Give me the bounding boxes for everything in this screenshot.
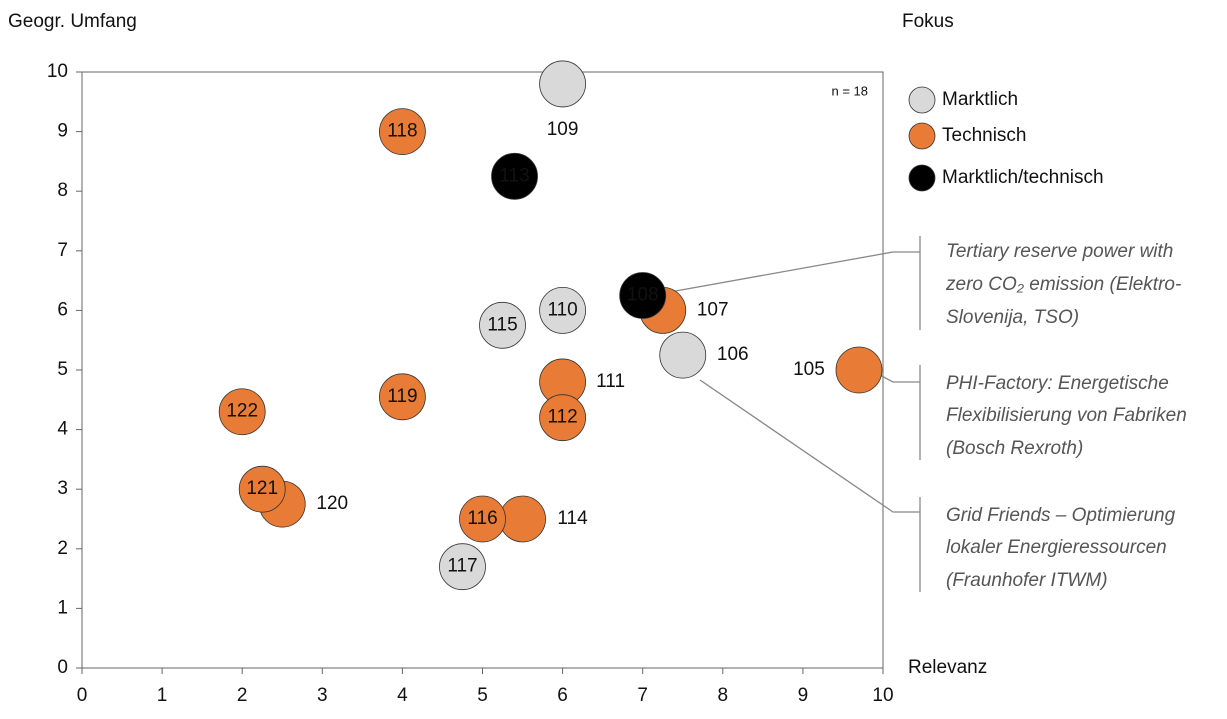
bubble-label: 121 bbox=[246, 478, 278, 499]
bubble-label: 113 bbox=[499, 165, 529, 186]
x-tick-label: 10 bbox=[872, 685, 893, 706]
bubble-label: 118 bbox=[387, 121, 417, 142]
bubble bbox=[539, 394, 586, 442]
annotation: Tertiary reserve power with bbox=[946, 241, 1173, 262]
legend-label: Marktlich/technisch bbox=[942, 167, 1104, 188]
bubble bbox=[659, 331, 707, 379]
annotation: lokaler Energieressourcen bbox=[946, 537, 1167, 558]
y-tick-label: 2 bbox=[57, 538, 68, 559]
x-tick-label: 6 bbox=[557, 685, 568, 706]
legend-marker bbox=[908, 86, 936, 114]
annotation: PHI-Factory: Energetische bbox=[946, 373, 1169, 394]
y-tick-label: 10 bbox=[47, 61, 68, 82]
bubble bbox=[539, 286, 586, 334]
bubble-label: 111 bbox=[596, 371, 625, 392]
y-tick-label: 1 bbox=[57, 597, 68, 618]
x-tick-label: 5 bbox=[477, 685, 488, 706]
bubble bbox=[499, 495, 546, 543]
x-tick-label: 9 bbox=[798, 685, 809, 706]
x-tick-label: 8 bbox=[718, 685, 729, 706]
leader-line bbox=[877, 373, 920, 383]
bubble-label: 106 bbox=[717, 344, 749, 365]
legend-label: Technisch bbox=[942, 125, 1027, 146]
x-axis-label: Relevanz bbox=[908, 657, 987, 678]
bubble bbox=[238, 465, 286, 513]
bubble bbox=[539, 60, 586, 108]
bubble-label: 119 bbox=[387, 386, 417, 407]
legend-title: Fokus bbox=[902, 11, 954, 32]
legend-label: Marktlich bbox=[942, 89, 1018, 110]
annotation: (Fraunhofer ITWM) bbox=[946, 570, 1108, 591]
x-tick-label: 1 bbox=[157, 685, 168, 706]
bubble-label: 122 bbox=[226, 401, 258, 422]
y-axis-label: Geogr. Umfang bbox=[8, 11, 137, 32]
y-tick-label: 5 bbox=[57, 359, 68, 380]
bubble bbox=[439, 543, 486, 591]
bubble bbox=[378, 108, 426, 156]
x-tick-label: 7 bbox=[637, 685, 648, 706]
y-tick-label: 4 bbox=[57, 419, 68, 440]
bubble-label: 107 bbox=[697, 299, 729, 320]
legend-marker bbox=[908, 122, 936, 150]
bubble-label: 115 bbox=[487, 314, 517, 335]
x-tick-label: 0 bbox=[77, 685, 88, 706]
annotation: Flexibilisierung von Fabriken bbox=[946, 405, 1187, 426]
bubble-label: 108 bbox=[627, 285, 659, 306]
bubble bbox=[835, 346, 883, 394]
bubble-label: 120 bbox=[316, 493, 348, 514]
bubble-label: 105 bbox=[793, 359, 825, 380]
bubble bbox=[619, 272, 667, 319]
bubble bbox=[218, 388, 266, 436]
bubble-label: 117 bbox=[447, 556, 477, 577]
bubble bbox=[491, 152, 538, 200]
bubble bbox=[459, 495, 506, 543]
x-tick-label: 4 bbox=[397, 685, 408, 706]
bubble-label: 109 bbox=[547, 119, 579, 140]
annotation: zero CO₂ emission (Elektro- bbox=[945, 274, 1181, 295]
legend-marker bbox=[908, 164, 936, 192]
bubble bbox=[378, 373, 426, 421]
bubble-label: 112 bbox=[547, 407, 577, 428]
x-tick-label: 2 bbox=[237, 685, 248, 706]
y-tick-label: 7 bbox=[57, 240, 68, 261]
y-tick-label: 8 bbox=[57, 180, 68, 201]
bubble-label: 110 bbox=[547, 299, 577, 320]
leader-line bbox=[699, 379, 920, 513]
x-tick-label: 3 bbox=[317, 685, 328, 706]
annotation: (Bosch Rexroth) bbox=[946, 438, 1083, 459]
sample-note: n = 18 bbox=[831, 83, 868, 98]
leader-line bbox=[669, 251, 920, 293]
bubble bbox=[479, 301, 526, 349]
annotation: Grid Friends – Optimierung bbox=[946, 505, 1176, 526]
y-tick-label: 9 bbox=[57, 121, 68, 142]
annotation: Slovenija, TSO) bbox=[946, 307, 1079, 328]
y-tick-label: 6 bbox=[57, 299, 68, 320]
y-tick-label: 0 bbox=[57, 657, 68, 678]
bubble-label: 116 bbox=[467, 508, 497, 529]
bubble-label: 114 bbox=[557, 508, 588, 529]
y-tick-label: 3 bbox=[57, 478, 68, 499]
